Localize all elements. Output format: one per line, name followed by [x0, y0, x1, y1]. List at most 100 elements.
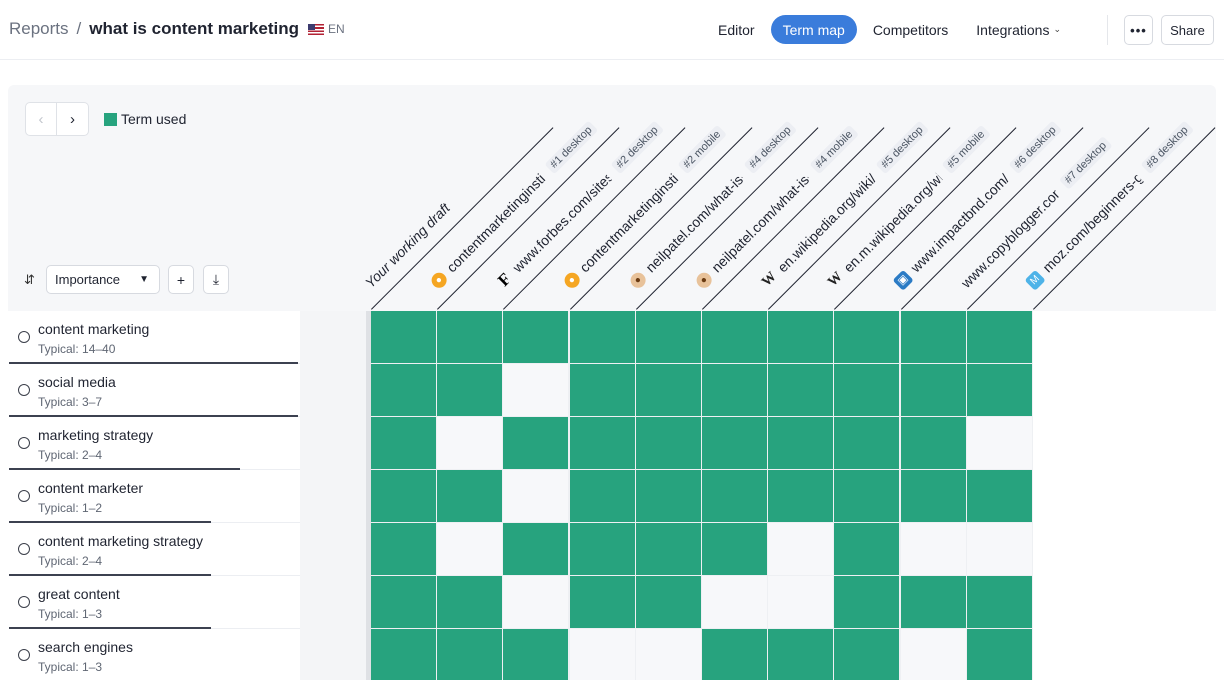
sort-icon[interactable]: ⇵ — [24, 271, 35, 287]
term-label: marketing strategy — [38, 427, 154, 443]
breadcrumb-reports-link[interactable]: Reports — [9, 19, 69, 38]
term-used-cell — [834, 470, 899, 522]
term-used-cell — [901, 576, 966, 628]
term-row[interactable]: content marketing strategy Typical: 2–4 — [8, 523, 300, 576]
term-label: content marketer — [38, 480, 144, 496]
legend-swatch — [104, 112, 117, 126]
term-used-cell — [702, 417, 767, 469]
add-term-button[interactable]: + — [168, 265, 194, 294]
term-used-cell — [901, 311, 966, 363]
term-used-cell — [901, 470, 966, 522]
term-used-cell — [636, 364, 701, 416]
term-used-cell — [503, 523, 568, 575]
importance-bar — [9, 468, 240, 470]
term-used-cell — [437, 576, 502, 628]
header-divider — [1107, 15, 1108, 45]
term-row[interactable]: content marketer Typical: 1–2 — [8, 470, 300, 523]
row-gutter — [300, 311, 366, 680]
term-unused-cell — [967, 523, 1032, 575]
term-used-cell — [570, 364, 635, 416]
term-used-cell — [967, 311, 1032, 363]
previous-page-button[interactable]: ‹ — [25, 102, 57, 136]
term-typical-range: Typical: 2–4 — [38, 554, 103, 568]
term-used-cell — [901, 417, 966, 469]
download-icon: ⤓ — [212, 271, 220, 287]
more-icon: ••• — [1130, 22, 1147, 38]
tab-integrations[interactable]: Integrations ⌄ — [964, 15, 1073, 44]
term-radio[interactable] — [18, 649, 30, 661]
term-row[interactable]: great content Typical: 1–3 — [8, 576, 300, 629]
term-used-cell — [371, 417, 436, 469]
term-row[interactable]: marketing strategy Typical: 2–4 — [8, 417, 300, 470]
grid-right-blank — [1033, 311, 1224, 680]
term-used-cell — [834, 364, 899, 416]
term-label: social media — [38, 374, 116, 390]
term-used-cell — [636, 311, 701, 363]
term-used-cell — [834, 523, 899, 575]
term-row[interactable]: content marketing Typical: 14–40 — [8, 311, 300, 364]
draft-column-edge — [366, 311, 371, 680]
term-unused-cell — [901, 629, 966, 680]
term-used-cell — [834, 629, 899, 680]
tab-editor[interactable]: Editor — [706, 15, 767, 44]
term-unused-cell — [570, 629, 635, 680]
term-used-cell — [503, 417, 568, 469]
us-flag-icon — [307, 23, 324, 35]
term-radio[interactable] — [18, 331, 30, 343]
term-typical-range: Typical: 1–2 — [38, 501, 103, 515]
term-used-cell — [702, 470, 767, 522]
chevron-down-icon: ▼ — [139, 274, 149, 285]
term-radio[interactable] — [18, 490, 30, 502]
term-used-cell — [768, 311, 833, 363]
term-used-cell — [371, 523, 436, 575]
term-used-cell — [834, 311, 899, 363]
term-typical-range: Typical: 1–3 — [38, 607, 103, 621]
term-row[interactable]: search engines Typical: 1–3 — [8, 629, 300, 680]
term-used-cell — [702, 364, 767, 416]
next-page-button[interactable]: › — [57, 102, 89, 136]
term-radio[interactable] — [18, 596, 30, 608]
term-radio[interactable] — [18, 543, 30, 555]
term-radio[interactable] — [18, 384, 30, 396]
term-unused-cell — [768, 576, 833, 628]
language-code: EN — [327, 22, 345, 36]
tab-term-map[interactable]: Term map — [770, 15, 857, 44]
tab-competitors-label: Competitors — [872, 21, 949, 38]
chevron-down-icon: ⌄ — [1053, 24, 1061, 34]
chevron-right-icon: › — [70, 110, 75, 128]
term-used-cell — [768, 629, 833, 680]
share-label: Share — [1170, 22, 1205, 38]
term-label: great content — [38, 586, 120, 602]
download-button[interactable]: ⤓ — [203, 265, 229, 294]
term-used-cell — [834, 417, 899, 469]
sort-select[interactable]: Importance ▼ — [46, 265, 160, 294]
term-label: content marketing — [38, 321, 150, 337]
importance-bar — [9, 521, 211, 523]
page-title: what is content marketing — [89, 19, 299, 38]
term-radio[interactable] — [18, 437, 30, 449]
term-unused-cell — [503, 470, 568, 522]
term-used-cell — [570, 576, 635, 628]
term-used-cell — [570, 470, 635, 522]
importance-bar — [9, 415, 298, 417]
tab-competitors[interactable]: Competitors — [861, 15, 960, 44]
breadcrumb: Reports / what is content marketing EN — [9, 19, 345, 39]
term-used-cell — [967, 364, 1032, 416]
term-row[interactable]: social media Typical: 3–7 — [8, 364, 300, 417]
more-options-button[interactable]: ••• — [1124, 15, 1153, 45]
sort-controls: ⇵ Importance ▼ + ⤓ — [24, 265, 238, 294]
importance-bar — [9, 627, 211, 629]
term-used-cell — [636, 470, 701, 522]
term-used-cell — [901, 364, 966, 416]
share-button[interactable]: Share — [1161, 15, 1214, 45]
term-label: content marketing strategy — [38, 533, 203, 549]
term-used-cell — [702, 629, 767, 680]
term-typical-range: Typical: 14–40 — [38, 342, 116, 356]
importance-bar — [9, 574, 211, 576]
term-unused-cell — [901, 523, 966, 575]
term-used-cell — [967, 629, 1032, 680]
term-typical-range: Typical: 3–7 — [38, 395, 103, 409]
term-used-cell — [702, 523, 767, 575]
tab-editor-label: Editor — [718, 21, 755, 38]
term-used-cell — [967, 470, 1032, 522]
